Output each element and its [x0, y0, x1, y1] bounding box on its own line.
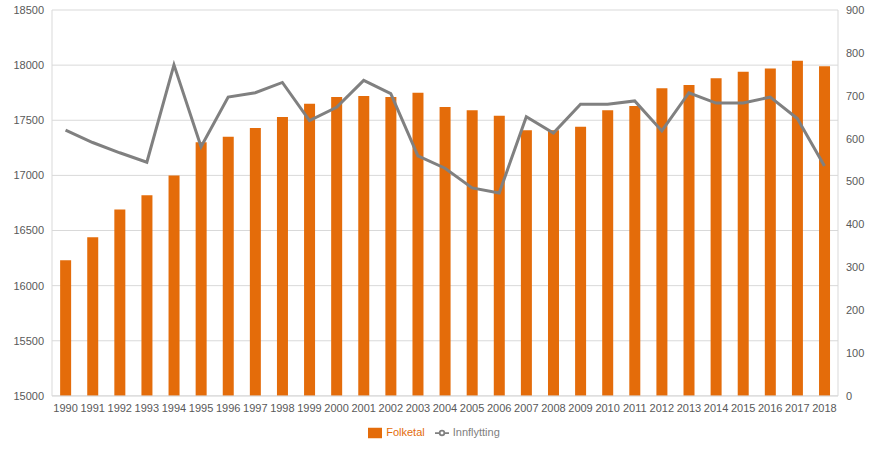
svg-text:1995: 1995 — [189, 402, 213, 414]
svg-text:2007: 2007 — [514, 402, 538, 414]
svg-text:2014: 2014 — [704, 402, 728, 414]
svg-text:18500: 18500 — [13, 4, 44, 16]
svg-text:2018: 2018 — [812, 402, 836, 414]
svg-text:2013: 2013 — [677, 402, 701, 414]
svg-text:700: 700 — [846, 90, 864, 102]
svg-text:16000: 16000 — [13, 280, 44, 292]
svg-text:1994: 1994 — [162, 402, 186, 414]
svg-text:2000: 2000 — [324, 402, 348, 414]
svg-text:15000: 15000 — [13, 390, 44, 402]
svg-text:1998: 1998 — [270, 402, 294, 414]
svg-text:600: 600 — [846, 133, 864, 145]
svg-text:100: 100 — [846, 347, 864, 359]
svg-text:2002: 2002 — [379, 402, 403, 414]
svg-text:2005: 2005 — [460, 402, 484, 414]
svg-text:1999: 1999 — [297, 402, 321, 414]
svg-text:200: 200 — [846, 304, 864, 316]
svg-text:2017: 2017 — [785, 402, 809, 414]
svg-text:2010: 2010 — [595, 402, 619, 414]
svg-text:2011: 2011 — [623, 402, 647, 414]
svg-text:1990: 1990 — [53, 402, 77, 414]
html-text:Innflytting: Innflytting — [452, 425, 500, 438]
svg-text:300: 300 — [846, 261, 864, 273]
svg-text:2009: 2009 — [568, 402, 592, 414]
svg-text:500: 500 — [846, 175, 864, 187]
svg-text:2001: 2001 — [351, 402, 375, 414]
svg-text:17500: 17500 — [13, 114, 44, 126]
html-text:Folketal: Folketal — [386, 425, 425, 438]
svg-text:2016: 2016 — [758, 402, 782, 414]
svg-text:2008: 2008 — [541, 402, 565, 414]
svg-text:2006: 2006 — [487, 402, 511, 414]
svg-text:800: 800 — [846, 47, 864, 59]
svg-text:17000: 17000 — [13, 169, 44, 181]
svg-text:1992: 1992 — [108, 402, 132, 414]
svg-text:1996: 1996 — [216, 402, 240, 414]
svg-text:900: 900 — [846, 4, 864, 16]
svg-text:0: 0 — [846, 390, 852, 402]
svg-text:15500: 15500 — [13, 335, 44, 347]
svg-text:2003: 2003 — [406, 402, 430, 414]
svg-text:16500: 16500 — [13, 224, 44, 236]
svg-text:1991: 1991 — [80, 402, 104, 414]
svg-text:2012: 2012 — [650, 402, 674, 414]
svg-text:2004: 2004 — [433, 402, 457, 414]
svg-text:1993: 1993 — [135, 402, 159, 414]
svg-text:400: 400 — [846, 218, 864, 230]
svg-text:1997: 1997 — [243, 402, 267, 414]
svg-text:18000: 18000 — [13, 59, 44, 71]
svg-text:2015: 2015 — [731, 402, 755, 414]
